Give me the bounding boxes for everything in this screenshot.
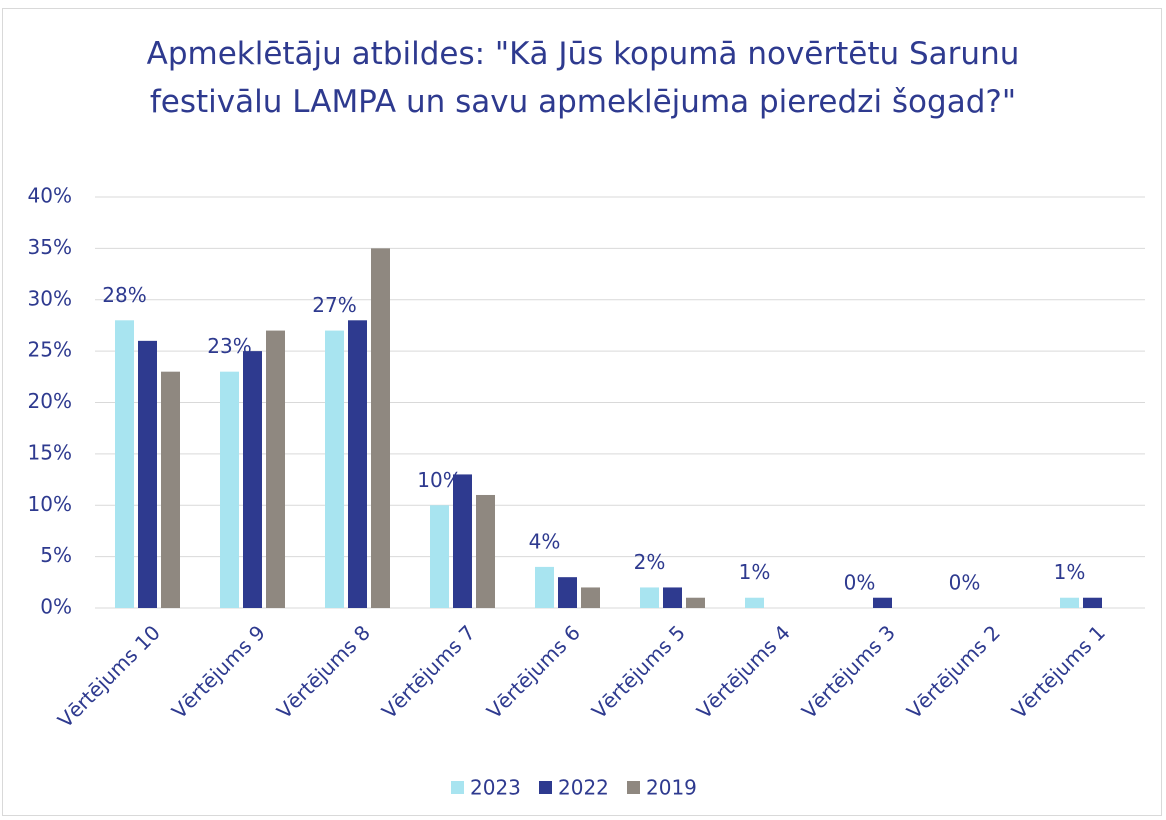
data-label: 0% (949, 571, 981, 595)
bar (535, 566, 554, 608)
bar (663, 587, 682, 608)
data-label: 28% (102, 283, 146, 307)
data-label: 1% (739, 560, 771, 584)
x-tick-label: Vērtējums 6 (482, 620, 585, 723)
x-tick-label: Vērtējums 9 (167, 620, 270, 723)
bar (138, 340, 157, 608)
y-tick-label: 25% (28, 338, 72, 362)
bar (1083, 597, 1102, 608)
y-tick-label: 35% (28, 235, 72, 259)
bar (581, 587, 600, 608)
y-tick-label: 30% (28, 286, 72, 310)
bar (558, 577, 577, 608)
x-tick-label: Vērtējums 4 (692, 620, 795, 723)
x-tick-label: Vērtējums 10 (53, 620, 165, 732)
legend-swatch (451, 781, 464, 794)
y-tick-label: 5% (40, 543, 72, 567)
data-label: 27% (312, 293, 356, 317)
bar (243, 351, 262, 608)
legend-label: 2023 (470, 776, 521, 800)
x-tick-label: Vērtējums 1 (1007, 620, 1110, 723)
legend-swatch (539, 781, 552, 794)
y-tick-label: 10% (28, 492, 72, 516)
x-tick-label: Vērtējums 5 (587, 620, 690, 723)
data-label: 2% (634, 550, 666, 574)
chart-frame (2, 8, 1162, 816)
x-tick-label: Vērtējums 3 (797, 620, 900, 723)
y-tick-label: 20% (28, 389, 72, 413)
bar (371, 248, 390, 608)
x-tick-label: Vērtējums 8 (272, 620, 375, 723)
bar (266, 330, 285, 608)
bar (161, 371, 180, 608)
legend-swatch (627, 781, 640, 794)
bar (115, 320, 134, 608)
bar (325, 330, 344, 608)
x-tick-label: Vērtējums 7 (377, 620, 480, 723)
bar (873, 597, 892, 608)
data-label: 0% (844, 571, 876, 595)
bar (745, 597, 764, 608)
y-tick-label: 40% (28, 184, 72, 208)
legend-label: 2019 (646, 776, 697, 800)
bar (476, 494, 495, 608)
bar (220, 371, 239, 608)
chart-title: Apmeklētāju atbildes: "Kā Jūs kopumā nov… (146, 36, 1020, 120)
bar (686, 597, 705, 608)
y-tick-label: 15% (28, 440, 72, 464)
bar (430, 505, 449, 608)
bar (640, 587, 659, 608)
data-label: 4% (529, 529, 561, 553)
legend-label: 2022 (558, 776, 609, 800)
y-tick-label: 0% (40, 595, 72, 619)
bar (453, 474, 472, 608)
x-tick-label: Vērtējums 2 (902, 620, 1005, 723)
data-label: 1% (1054, 560, 1086, 584)
bar (348, 320, 367, 608)
bar (1060, 597, 1079, 608)
